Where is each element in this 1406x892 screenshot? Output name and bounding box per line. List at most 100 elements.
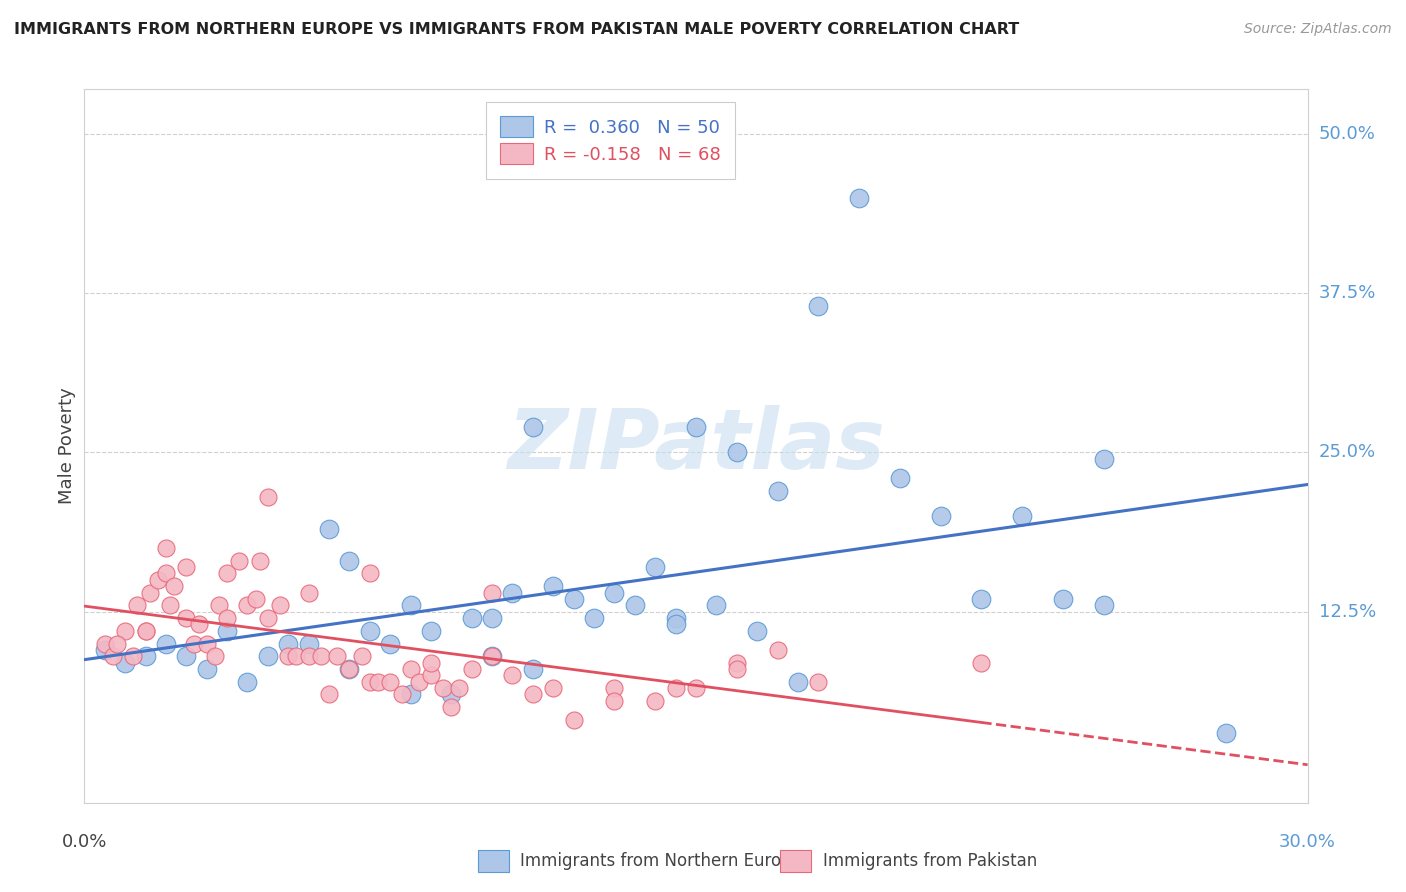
- Point: [183, 636, 205, 650]
- Point: [970, 656, 993, 670]
- Point: [787, 674, 810, 689]
- Text: 0.0%: 0.0%: [62, 833, 107, 851]
- Point: [889, 471, 911, 485]
- Point: [236, 599, 259, 613]
- Point: [481, 649, 503, 664]
- Point: [249, 554, 271, 568]
- Point: [187, 617, 209, 632]
- Point: [114, 656, 136, 670]
- Point: [101, 649, 124, 664]
- Point: [432, 681, 454, 695]
- Point: [725, 656, 748, 670]
- Text: 30.0%: 30.0%: [1279, 833, 1336, 851]
- Point: [217, 566, 239, 581]
- Point: [339, 662, 360, 676]
- Point: [159, 599, 181, 613]
- Point: [228, 554, 250, 568]
- Point: [807, 299, 830, 313]
- Y-axis label: Male Poverty: Male Poverty: [58, 388, 76, 504]
- Point: [195, 636, 218, 650]
- Point: [155, 566, 177, 581]
- Point: [399, 662, 422, 676]
- Point: [257, 649, 280, 664]
- Point: [481, 611, 503, 625]
- Point: [399, 599, 422, 613]
- Point: [217, 624, 239, 638]
- Point: [135, 624, 157, 638]
- Point: [135, 649, 157, 664]
- Point: [174, 560, 197, 574]
- Point: [391, 688, 413, 702]
- Point: [380, 674, 402, 689]
- Point: [420, 656, 443, 670]
- Point: [135, 624, 157, 638]
- Point: [146, 573, 169, 587]
- Text: 37.5%: 37.5%: [1319, 284, 1376, 302]
- Point: [440, 700, 463, 714]
- Point: [582, 611, 605, 625]
- Point: [350, 649, 373, 664]
- Point: [277, 636, 299, 650]
- Point: [501, 668, 523, 682]
- Point: [285, 649, 308, 664]
- Point: [420, 624, 443, 638]
- Point: [440, 688, 463, 702]
- Point: [664, 617, 686, 632]
- Point: [309, 649, 332, 664]
- Point: [339, 554, 360, 568]
- Point: [380, 636, 402, 650]
- Point: [562, 713, 585, 727]
- Point: [725, 445, 748, 459]
- Text: Source: ZipAtlas.com: Source: ZipAtlas.com: [1244, 22, 1392, 37]
- Point: [399, 688, 422, 702]
- Point: [501, 585, 523, 599]
- Text: Immigrants from Pakistan: Immigrants from Pakistan: [823, 852, 1036, 871]
- Point: [367, 674, 389, 689]
- Point: [1092, 451, 1115, 466]
- Point: [449, 681, 471, 695]
- Point: [298, 585, 321, 599]
- Point: [970, 591, 993, 606]
- Point: [318, 522, 340, 536]
- Point: [174, 649, 197, 664]
- Point: [807, 674, 830, 689]
- Point: [603, 694, 626, 708]
- Point: [685, 681, 707, 695]
- Point: [704, 599, 728, 613]
- Point: [204, 649, 226, 664]
- Point: [664, 681, 686, 695]
- Point: [1215, 725, 1237, 739]
- Point: [644, 560, 666, 574]
- Point: [481, 649, 503, 664]
- Point: [1011, 509, 1033, 524]
- Point: [522, 420, 544, 434]
- Point: [174, 611, 197, 625]
- Point: [664, 611, 686, 625]
- Point: [359, 566, 381, 581]
- Point: [522, 688, 544, 702]
- Point: [318, 688, 340, 702]
- Point: [543, 681, 565, 695]
- Point: [105, 636, 128, 650]
- Text: IMMIGRANTS FROM NORTHERN EUROPE VS IMMIGRANTS FROM PAKISTAN MALE POVERTY CORRELA: IMMIGRANTS FROM NORTHERN EUROPE VS IMMIG…: [14, 22, 1019, 37]
- Point: [277, 649, 299, 664]
- Point: [685, 420, 707, 434]
- Point: [217, 611, 239, 625]
- Point: [298, 636, 321, 650]
- Point: [155, 636, 177, 650]
- Point: [603, 585, 626, 599]
- Point: [127, 599, 149, 613]
- Bar: [780, 850, 811, 872]
- Point: [766, 483, 789, 498]
- Point: [461, 611, 484, 625]
- Point: [298, 649, 321, 664]
- Point: [725, 662, 748, 676]
- Point: [138, 585, 160, 599]
- Point: [562, 591, 585, 606]
- Point: [257, 611, 280, 625]
- Point: [766, 643, 789, 657]
- Point: [236, 674, 259, 689]
- Text: Immigrants from Northern Europe: Immigrants from Northern Europe: [520, 852, 801, 871]
- Point: [420, 668, 443, 682]
- Point: [603, 681, 626, 695]
